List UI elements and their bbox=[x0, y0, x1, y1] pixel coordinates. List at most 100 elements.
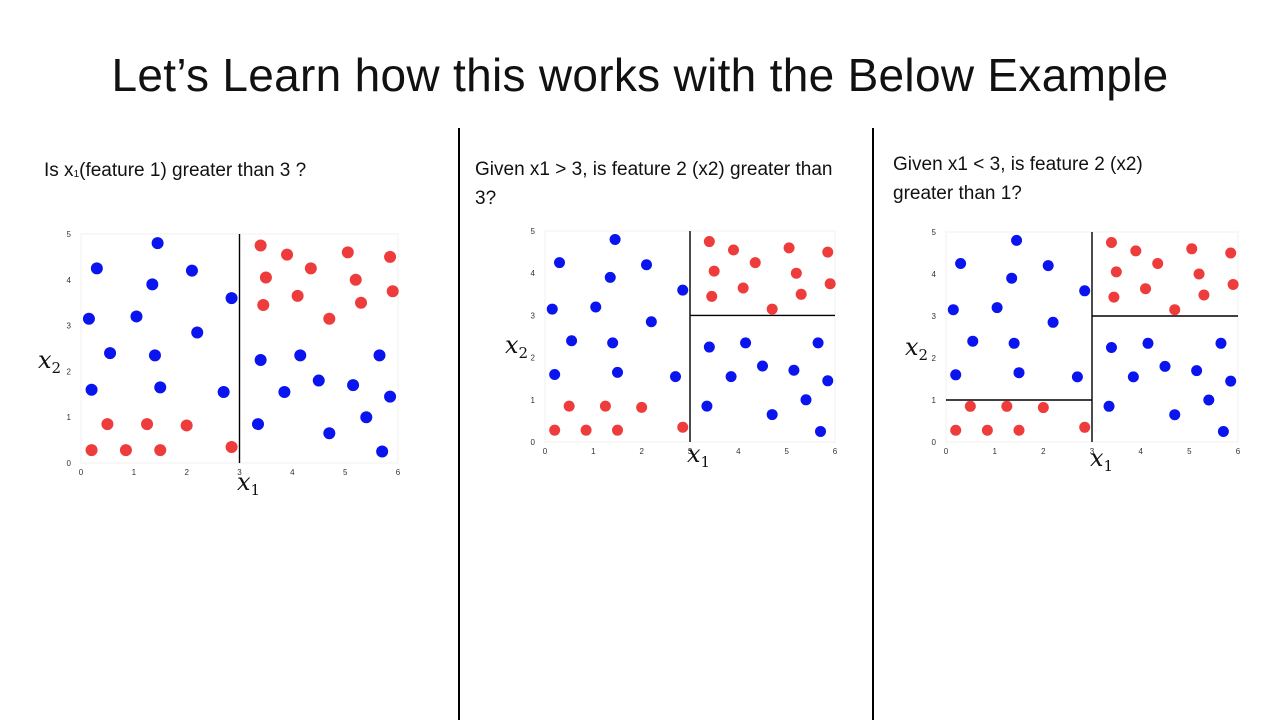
blue-point bbox=[254, 353, 267, 366]
y-tick-label: 5 bbox=[932, 228, 937, 237]
blue-point bbox=[1008, 337, 1020, 349]
red-point bbox=[1186, 243, 1198, 255]
blue-point bbox=[1191, 365, 1203, 377]
red-point bbox=[180, 419, 193, 432]
blue-point bbox=[822, 375, 834, 387]
blue-point bbox=[950, 369, 962, 381]
blue-point bbox=[554, 257, 565, 269]
red-point bbox=[1013, 424, 1025, 436]
slide-title: Let’s Learn how this works with the Belo… bbox=[111, 49, 1169, 101]
red-point bbox=[1198, 289, 1210, 301]
y-tick-label: 5 bbox=[67, 230, 72, 239]
y-tick-label: 4 bbox=[531, 269, 536, 278]
blue-point bbox=[1217, 426, 1229, 437]
y-axis-label: x2 bbox=[505, 331, 528, 362]
red-point bbox=[141, 418, 154, 431]
x-tick-label: 4 bbox=[1138, 447, 1143, 456]
panel-3-question-text: Given x1 < 3, is feature 2 (x2) greater … bbox=[893, 154, 1143, 204]
blue-point bbox=[677, 284, 689, 296]
blue-point bbox=[373, 349, 386, 362]
panel-1-question: Is x1(feature 1) greater than 3 ? bbox=[44, 156, 424, 189]
red-point bbox=[386, 285, 399, 298]
red-point bbox=[677, 421, 689, 433]
red-point bbox=[580, 424, 592, 436]
blue-point bbox=[703, 341, 715, 353]
red-point bbox=[1001, 400, 1013, 412]
blue-point bbox=[1103, 400, 1115, 412]
red-point bbox=[349, 273, 362, 286]
blue-point bbox=[967, 335, 979, 347]
blue-point bbox=[148, 349, 161, 362]
blue-point bbox=[1215, 337, 1227, 349]
blue-point bbox=[1142, 337, 1154, 349]
blue-point bbox=[641, 259, 652, 271]
blue-point bbox=[146, 278, 159, 291]
y-tick-label: 0 bbox=[67, 459, 72, 468]
red-point bbox=[154, 444, 167, 457]
x-tick-label: 4 bbox=[290, 468, 295, 477]
blue-point bbox=[800, 394, 812, 406]
red-point bbox=[612, 424, 623, 436]
blue-point bbox=[1013, 367, 1025, 379]
x-axis-label: x1 bbox=[687, 440, 710, 471]
red-point bbox=[795, 288, 807, 300]
blue-point bbox=[604, 271, 616, 283]
blue-point bbox=[1159, 360, 1171, 372]
x-tick-label: 1 bbox=[992, 447, 997, 456]
blue-point bbox=[278, 386, 291, 399]
x-tick-label: 4 bbox=[736, 447, 741, 456]
panel-3-question: Given x1 < 3, is feature 2 (x2) greater … bbox=[893, 150, 1193, 208]
blue-point bbox=[1079, 285, 1091, 297]
x-tick-label: 6 bbox=[833, 447, 838, 456]
blue-point bbox=[590, 301, 602, 313]
y-tick-label: 0 bbox=[932, 438, 937, 447]
panel-1-question-subscript: 1 bbox=[73, 169, 80, 180]
x-tick-label: 3 bbox=[237, 468, 242, 477]
red-point bbox=[1193, 268, 1205, 280]
blue-point bbox=[384, 390, 397, 403]
x-axis-label: x1 bbox=[1090, 444, 1113, 475]
red-point bbox=[225, 440, 238, 453]
red-point bbox=[636, 401, 648, 413]
blue-point bbox=[347, 379, 360, 392]
x-tick-label: 5 bbox=[1187, 447, 1192, 456]
red-point bbox=[981, 424, 993, 436]
y-tick-label: 1 bbox=[932, 396, 937, 405]
blue-point bbox=[1011, 234, 1023, 246]
y-tick-label: 4 bbox=[67, 276, 72, 285]
y-tick-label: 1 bbox=[67, 413, 72, 422]
red-point bbox=[341, 246, 354, 259]
blue-point bbox=[955, 258, 967, 269]
red-point bbox=[790, 267, 802, 279]
red-point bbox=[1140, 283, 1152, 295]
y-tick-label: 1 bbox=[531, 396, 536, 405]
blue-point bbox=[815, 425, 826, 437]
blue-point bbox=[90, 262, 103, 275]
y-tick-label: 3 bbox=[932, 312, 937, 321]
blue-point bbox=[740, 337, 752, 349]
blue-point bbox=[766, 409, 778, 421]
red-point bbox=[1110, 266, 1122, 278]
blue-point bbox=[725, 371, 737, 383]
blue-point bbox=[701, 400, 713, 412]
x-axis-label: x1 bbox=[237, 468, 260, 499]
red-point bbox=[703, 236, 715, 248]
blue-point bbox=[566, 335, 578, 347]
red-point bbox=[950, 424, 962, 436]
blue-point bbox=[1042, 260, 1054, 272]
blue-point bbox=[612, 366, 623, 378]
blue-point bbox=[812, 337, 824, 349]
blue-point bbox=[607, 337, 619, 349]
blue-point bbox=[312, 374, 325, 387]
red-point bbox=[737, 282, 749, 294]
blue-point bbox=[609, 233, 621, 245]
blue-point bbox=[1225, 375, 1237, 387]
blue-point bbox=[191, 326, 204, 339]
red-point bbox=[101, 418, 114, 431]
blue-point bbox=[185, 264, 198, 277]
red-point bbox=[549, 424, 561, 436]
blue-point bbox=[788, 364, 800, 376]
x-tick-label: 2 bbox=[184, 468, 189, 477]
blue-point bbox=[154, 381, 167, 394]
blue-point bbox=[1047, 316, 1059, 328]
